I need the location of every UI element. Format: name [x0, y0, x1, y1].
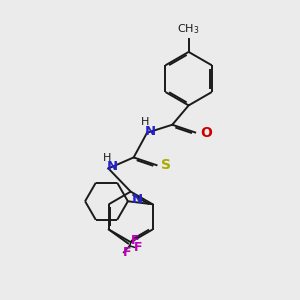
Text: H: H	[103, 153, 111, 163]
Text: O: O	[200, 126, 212, 140]
Text: S: S	[161, 158, 171, 172]
Text: F: F	[123, 246, 132, 259]
Text: F: F	[134, 241, 142, 254]
Text: H: H	[141, 117, 150, 128]
Text: N: N	[106, 160, 118, 173]
Text: F: F	[131, 234, 140, 247]
Text: N: N	[145, 125, 156, 138]
Text: N: N	[131, 193, 142, 206]
Text: CH$_3$: CH$_3$	[177, 23, 200, 37]
